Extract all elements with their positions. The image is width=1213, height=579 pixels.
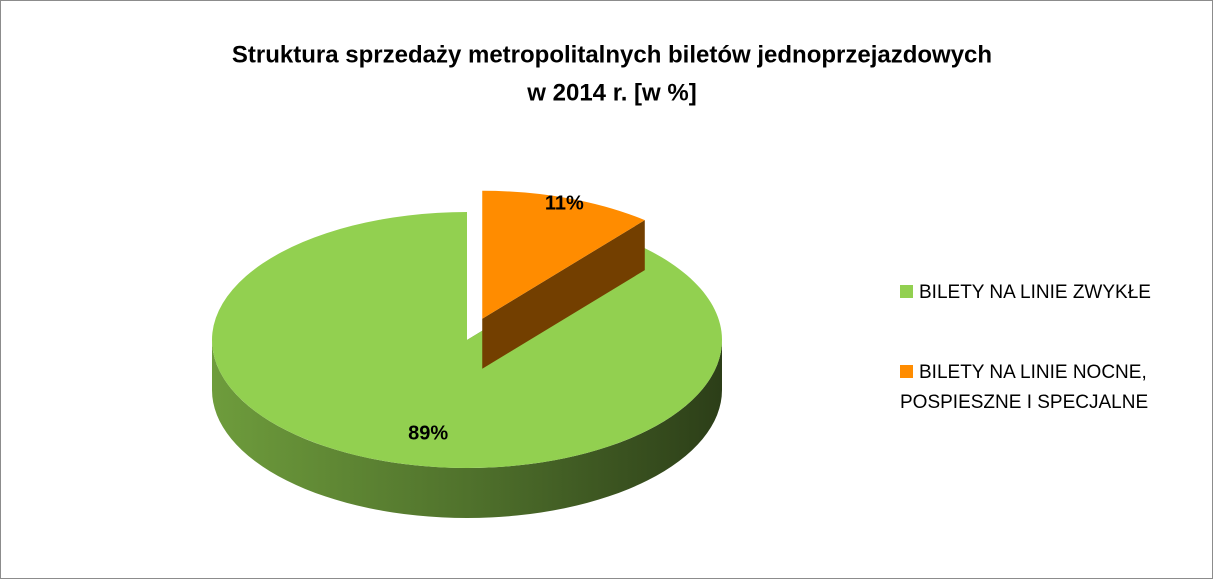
legend-label: BILETY NA LINIE ZWYKŁE: [919, 282, 1151, 303]
slice-side: [212, 340, 722, 518]
legend-swatch: [900, 285, 913, 298]
legend-label: BILETY NA LINIE NOCNE, POSPIESZNE I SPEC…: [900, 362, 1149, 413]
slice: [482, 190, 645, 319]
slice: [211, 212, 722, 468]
chart-title: Struktura sprzedaży metropolitalnych bil…: [232, 41, 992, 68]
legend-swatch: [900, 365, 913, 378]
legend-item: BILETY NA LINIE NOCNE, POSPIESZNE I SPEC…: [900, 358, 1200, 418]
data-label: 89%: [408, 422, 448, 444]
legend-item: BILETY NA LINIE ZWYKŁE: [900, 278, 1200, 308]
data-label: 11%: [545, 193, 584, 215]
slice-wall: [482, 220, 645, 369]
chart-title: w 2014 r. [w %]: [526, 79, 696, 106]
